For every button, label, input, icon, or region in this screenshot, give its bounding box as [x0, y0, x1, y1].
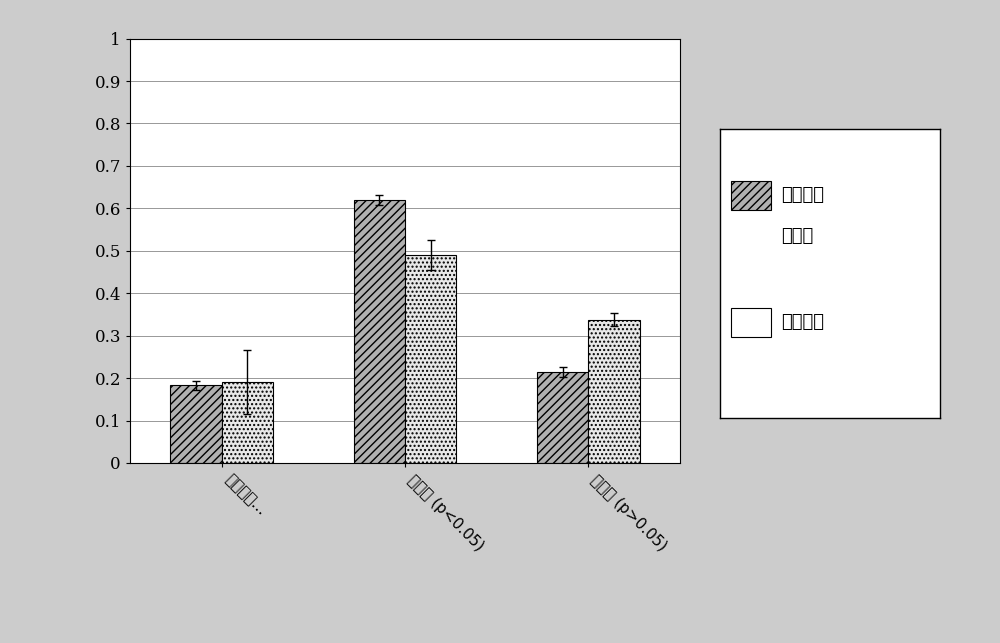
- Text: 未处理组: 未处理组: [782, 314, 825, 331]
- Bar: [405, 255, 456, 463]
- Text: 处理组: 处理组: [782, 227, 814, 244]
- Bar: [537, 372, 588, 463]
- Bar: [354, 200, 405, 463]
- Bar: [588, 320, 640, 463]
- FancyBboxPatch shape: [731, 308, 771, 337]
- Bar: [222, 383, 273, 463]
- Bar: [170, 385, 222, 463]
- Text: 螃虫草素: 螃虫草素: [782, 186, 825, 204]
- FancyBboxPatch shape: [731, 181, 771, 210]
